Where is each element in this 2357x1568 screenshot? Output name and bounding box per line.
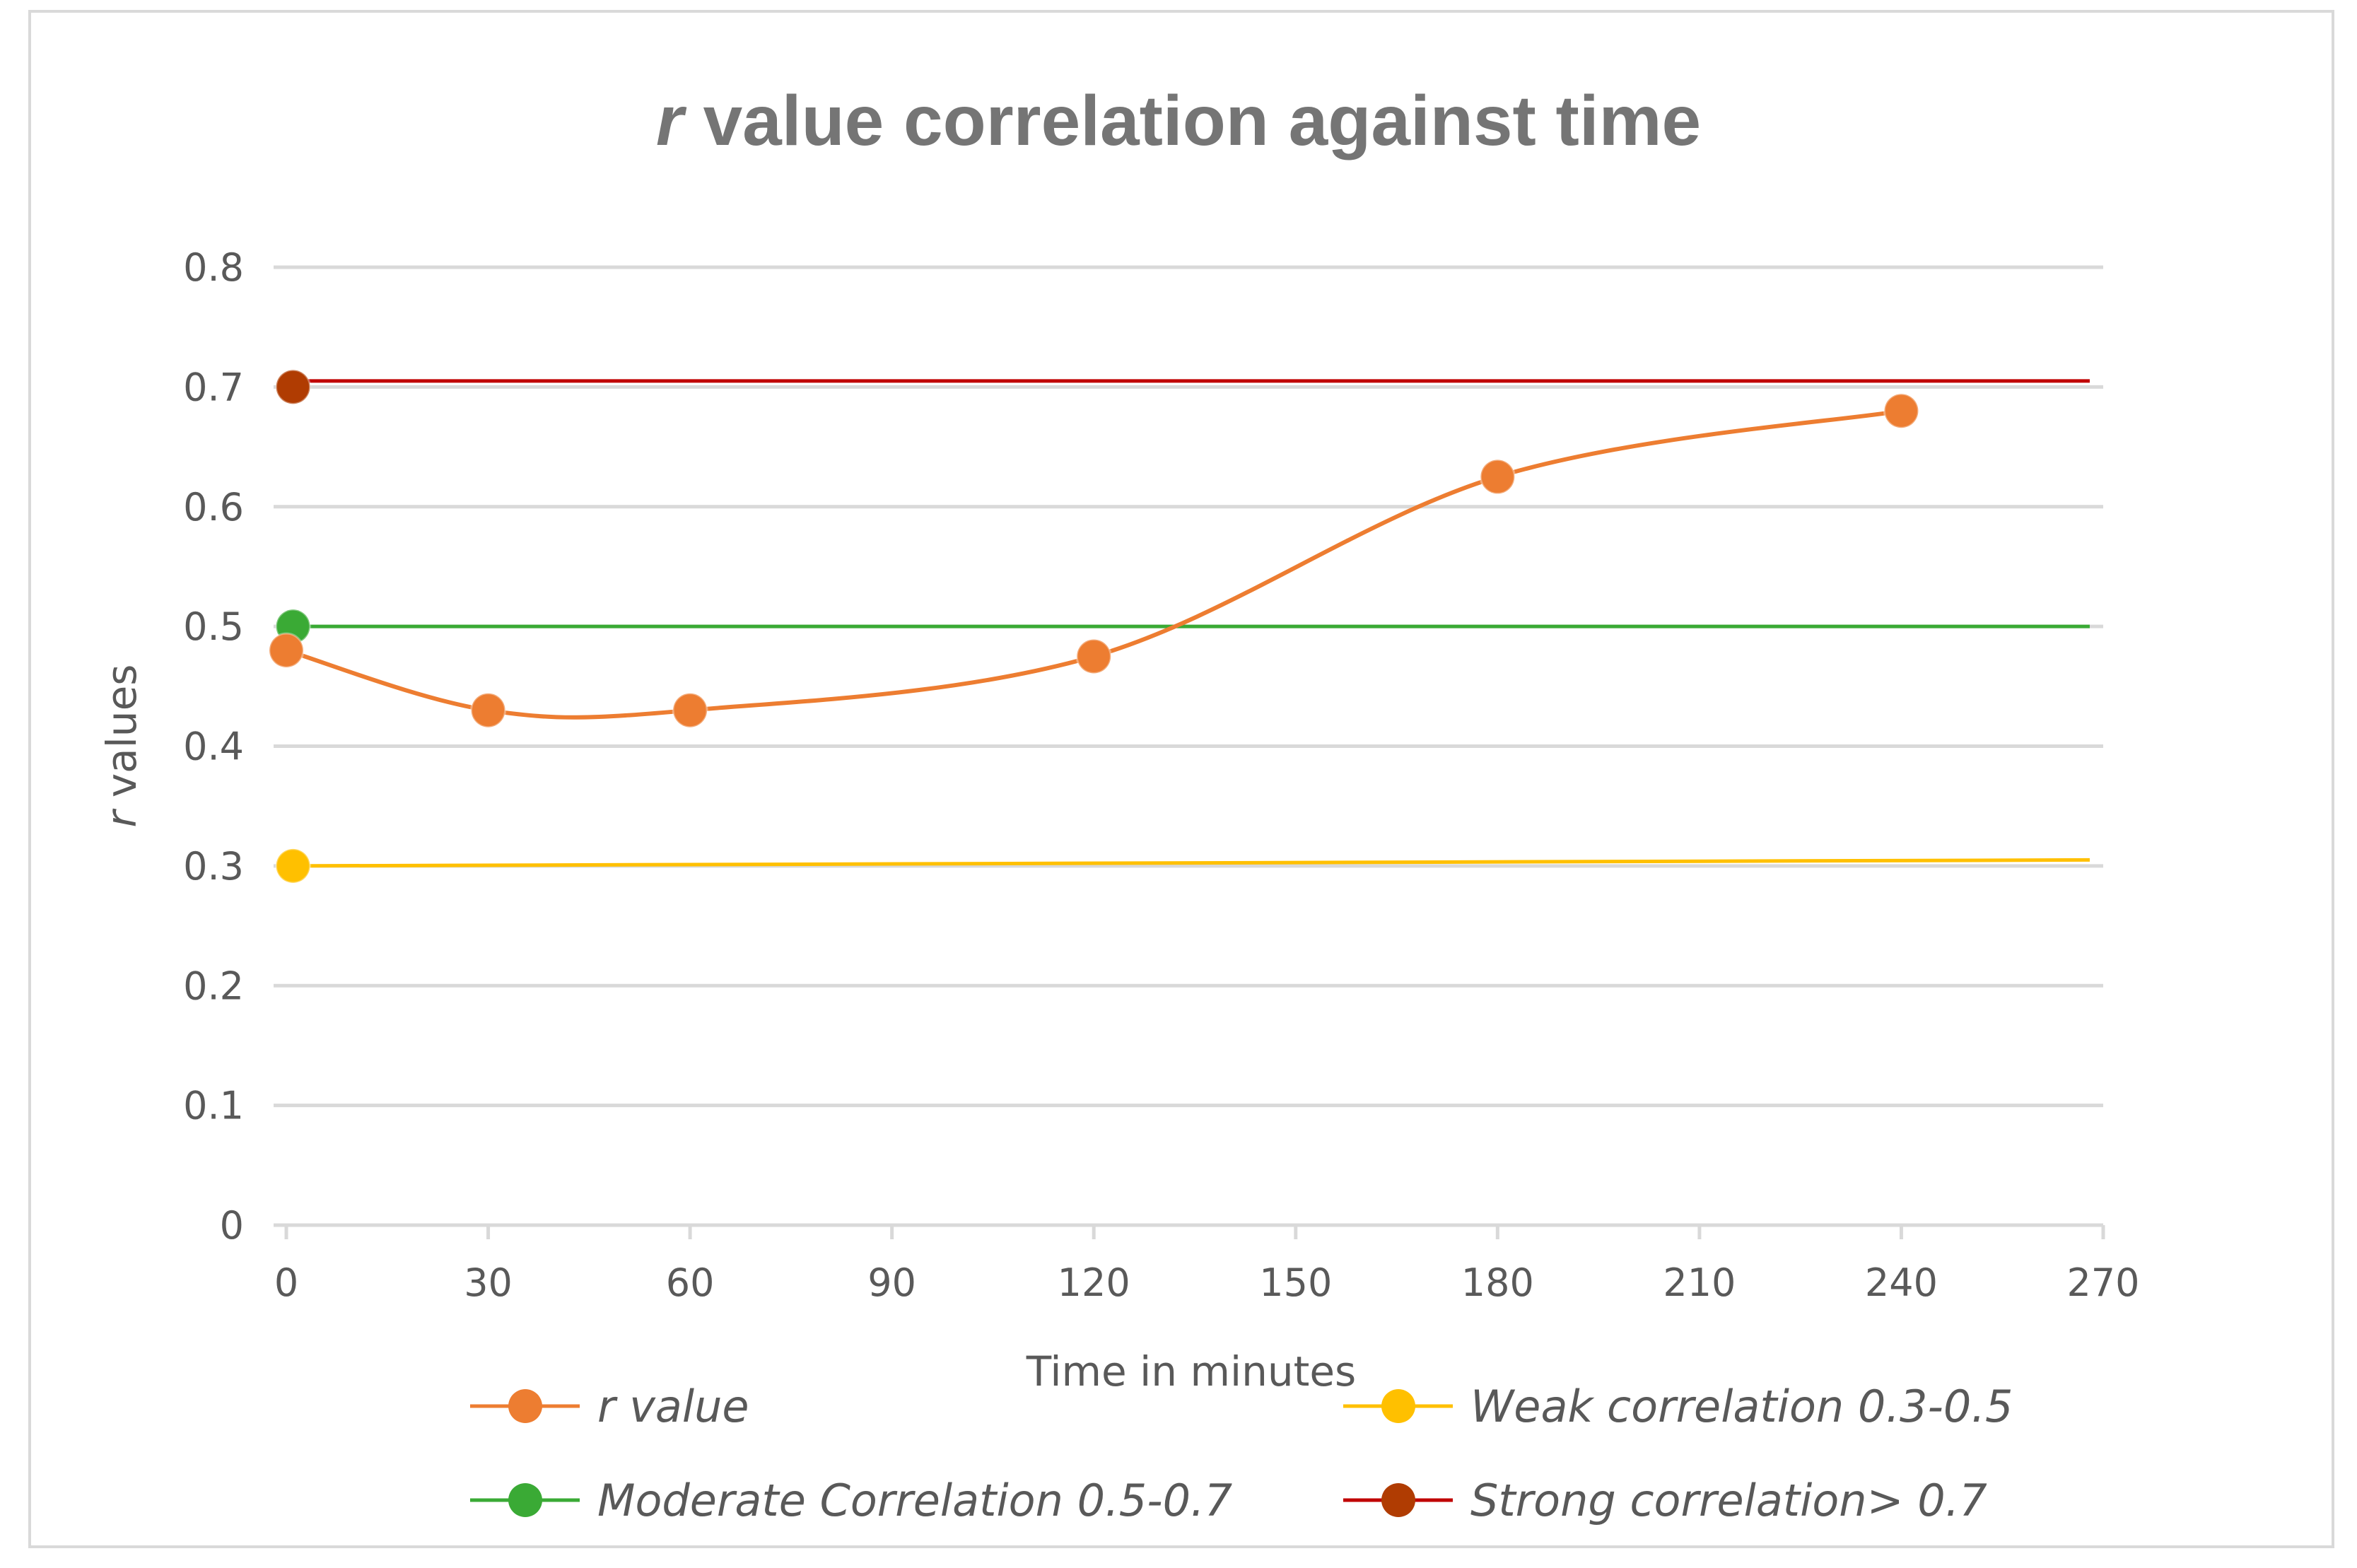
- axes: 0 0.1 0.2 0.3 0.4 0.5 0.6 0.7 0.8 0 30 60 90 120 150 18…: [183, 245, 2139, 1305]
- y-tick-label: 0.5: [183, 604, 244, 649]
- legend-marker-moderate-correlation-0-5-0-7: [508, 1483, 542, 1517]
- chart-title-rest: value correlation against time: [684, 81, 1701, 160]
- y-tick-label: 0.2: [183, 964, 244, 1008]
- y-tick-label: 0.1: [183, 1084, 244, 1128]
- series-line-weak-correlation-0-3-0-5: [293, 858, 2090, 868]
- data-point-r-value: [268, 632, 305, 669]
- data-point-r-value: [470, 692, 507, 729]
- legend-label-weak-correlation-0-3-0-5: Weak correlation 0.3-0.5: [1470, 1381, 2013, 1432]
- data-point-r-value: [672, 692, 708, 729]
- y-axis-label: r values: [98, 665, 146, 828]
- data-point-strong-correlation-0-7: [275, 368, 312, 405]
- x-tick-label: 120: [1058, 1260, 1130, 1305]
- series-group: [268, 368, 2090, 884]
- y-tick-label: 0: [220, 1203, 244, 1248]
- legend-marker-strong-correlation-0-7: [1381, 1483, 1415, 1517]
- data-point-r-value: [1479, 458, 1516, 495]
- legend-marker-weak-correlation-0-3-0-5: [1381, 1389, 1415, 1423]
- gridlines: [274, 265, 2103, 1108]
- chart-title-italic: r: [656, 81, 687, 160]
- x-tick-label: 0: [274, 1260, 298, 1305]
- y-tick-label: 0.7: [183, 365, 244, 409]
- x-tick-label: 30: [464, 1260, 513, 1305]
- y-tick-label: 0.8: [183, 245, 244, 290]
- y-tick-label: 0.6: [183, 485, 244, 530]
- x-tick-label: 90: [867, 1260, 916, 1305]
- data-point-r-value: [1075, 638, 1112, 674]
- legend-label-strong-correlation-0-7: Strong correlation> 0.7: [1470, 1475, 1987, 1526]
- legend-label-moderate-correlation-0-5-0-7: Moderate Correlation 0.5-0.7: [597, 1475, 1232, 1526]
- legend: r value Weak correlation 0.3-0.5 Moderate …: [470, 1381, 2013, 1526]
- x-tick-label: 240: [1865, 1260, 1938, 1305]
- x-tick-label: 270: [2066, 1260, 2139, 1305]
- x-tick-label: 210: [1663, 1260, 1736, 1305]
- y-axis-label-italic: r: [98, 808, 146, 827]
- x-tick-label: 150: [1259, 1260, 1332, 1305]
- y-axis-label-rest: values: [98, 665, 146, 811]
- legend-marker-r-value: [508, 1389, 542, 1423]
- data-point-r-value: [1883, 392, 1919, 429]
- y-tick-label: 0.4: [183, 725, 244, 769]
- x-tick-label: 60: [666, 1260, 715, 1305]
- chart-title: r value correlation against time: [656, 81, 1701, 160]
- legend-label-r-value: r value: [597, 1381, 749, 1432]
- data-point-weak-correlation-0-3-0-5: [275, 848, 312, 884]
- x-axis-label: Time in minutes: [1026, 1347, 1356, 1396]
- y-tick-label: 0.3: [183, 844, 244, 889]
- x-tick-label: 180: [1461, 1260, 1534, 1305]
